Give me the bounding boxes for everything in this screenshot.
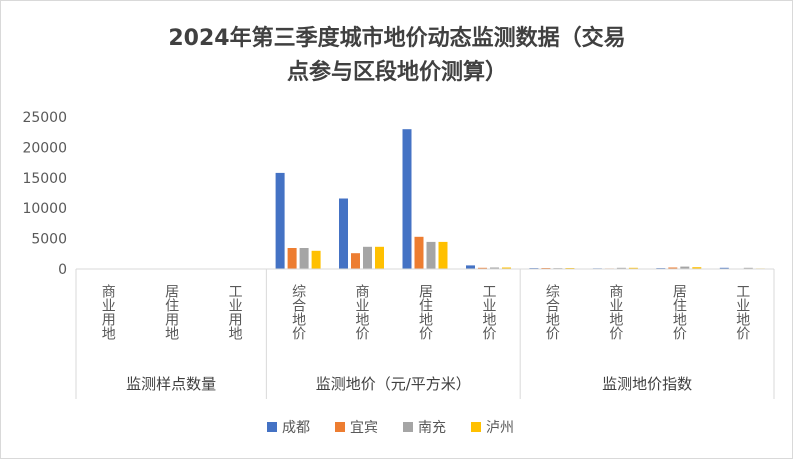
bar: [719, 267, 729, 269]
y-tick-label: 15000: [22, 171, 67, 187]
x-category-label: 居住用地: [163, 284, 179, 340]
bar: [363, 246, 372, 269]
bar: [438, 241, 448, 269]
y-tick-label: 25000: [22, 110, 67, 126]
x-category-label: 商业地价: [354, 284, 370, 340]
bar: [680, 266, 690, 269]
x-category-label: 居住地价: [671, 284, 687, 340]
x-category-label: 商业用地: [100, 284, 116, 340]
bar: [616, 267, 626, 269]
bar: [478, 267, 487, 269]
bar: [402, 129, 412, 269]
bar: [743, 267, 753, 269]
x-category-label: 工业地价: [480, 284, 496, 340]
bar: [628, 267, 638, 269]
x-category-label: 商业地价: [607, 284, 623, 340]
y-axis: 0 5000 10000 15000 20000 25000: [22, 110, 67, 278]
legend-label: 宜宾: [350, 420, 378, 436]
bar: [692, 267, 702, 269]
legend: 成都 宜宾 南充 泸州: [267, 420, 514, 436]
legend-swatch: [335, 422, 345, 432]
x-group-label: 监测地价指数: [602, 375, 692, 393]
y-tick-label: 10000: [22, 201, 67, 217]
bar: [311, 250, 321, 269]
y-tick-label: 0: [58, 262, 67, 278]
bar: [375, 246, 384, 269]
legend-label: 南充: [418, 420, 446, 436]
y-tick-label: 5000: [31, 232, 67, 248]
bar: [466, 265, 475, 269]
bar: [490, 267, 499, 269]
x-group-label: 监测地价（元/平方米）: [316, 375, 471, 393]
chart-title-line-1: 2024年第三季度城市地价动态监测数据（交易: [168, 25, 625, 51]
bar: [339, 198, 348, 269]
x-category-label: 工业用地: [227, 284, 243, 340]
legend-label: 成都: [282, 420, 310, 436]
bar: [414, 236, 424, 269]
y-tick-label: 20000: [22, 140, 67, 156]
chart-title-line-2: 点参与区段地价测算）: [287, 59, 507, 85]
legend-swatch: [471, 422, 481, 432]
x-category-label: 工业地价: [734, 284, 750, 340]
legend-swatch: [403, 422, 413, 432]
x-category-label: 居住地价: [417, 284, 433, 340]
legend-swatch: [267, 422, 277, 432]
x-category-label: 综合地价: [290, 284, 306, 340]
x-axis: 商业用地 居住用地 工业用地 综合地价 商业地价 居住地价 工业地价 综合地价 商业地价 居住地价…: [75, 268, 775, 399]
bar: [287, 248, 297, 269]
legend-label: 泸州: [486, 420, 514, 436]
x-category-label: 综合地价: [544, 284, 560, 340]
bar: [351, 253, 360, 269]
bar: [426, 241, 436, 269]
bars: [275, 129, 765, 269]
x-group-label: 监测样点数量: [126, 375, 216, 393]
bar: [299, 248, 309, 269]
bar: [668, 267, 678, 269]
bar: [275, 172, 285, 269]
bar: [502, 267, 511, 269]
